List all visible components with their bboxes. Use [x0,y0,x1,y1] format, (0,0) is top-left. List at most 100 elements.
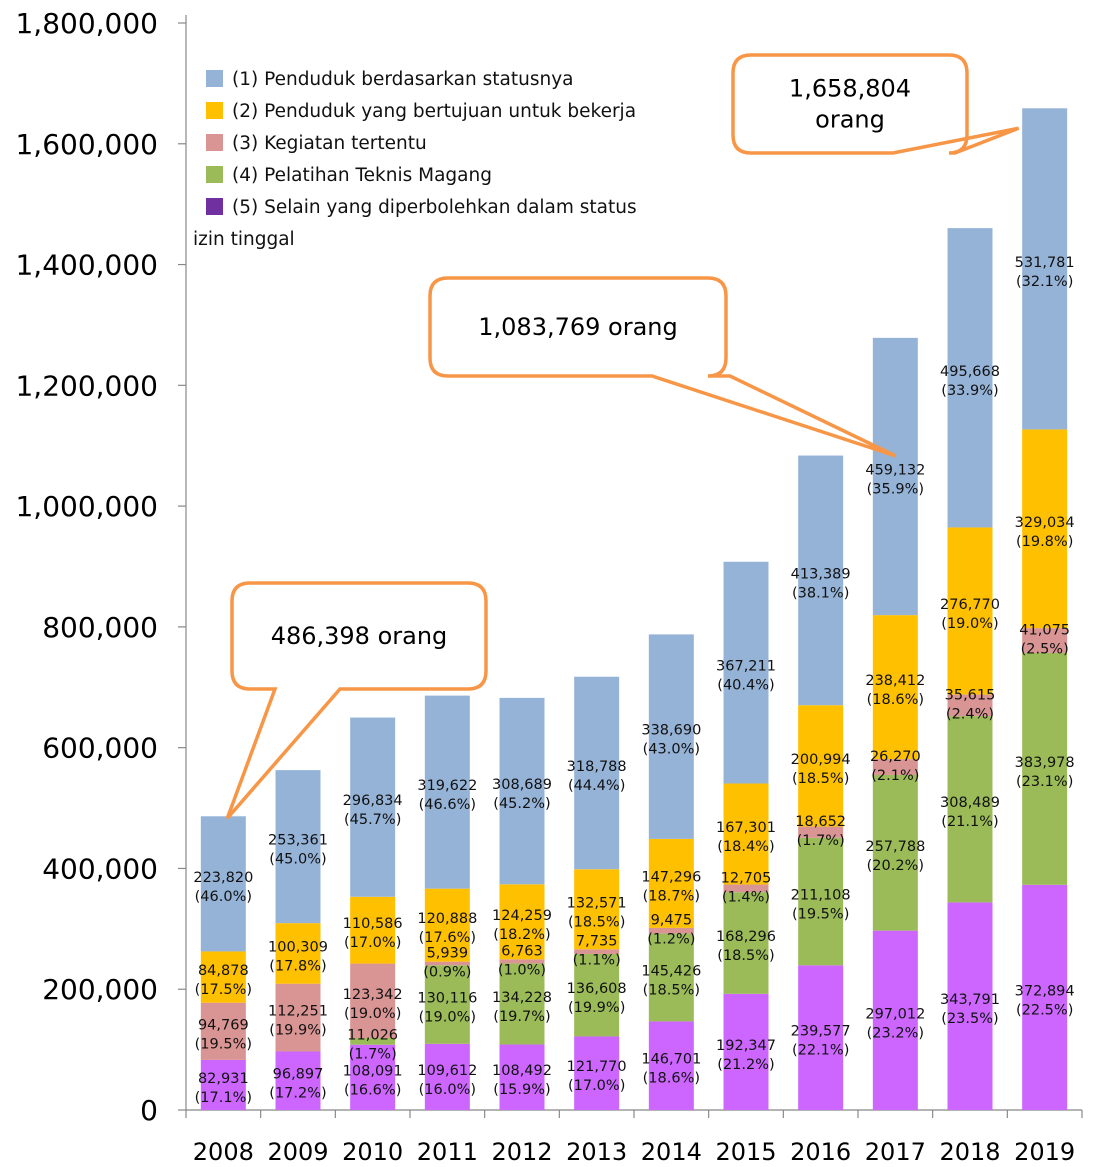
bar-segment-status [499,697,545,885]
data-label-value: 308,689 [492,777,552,793]
x-tick-label: 2019 [1014,1138,1075,1166]
data-label-value: 9,475 [651,913,693,929]
data-label-percent: (45.7%) [344,812,401,828]
data-label-value: 109,612 [417,1063,477,1079]
data-label-value: 192,347 [716,1038,776,1054]
data-label-percent: (1.2%) [647,932,695,948]
data-label-value: 253,361 [268,833,328,849]
data-label-percent: (0.9%) [423,964,471,980]
data-label-percent: (18.6%) [643,1071,700,1087]
data-label-percent: (18.2%) [493,927,550,943]
data-label-percent: (38.1%) [792,585,849,601]
data-label-percent: (16.0%) [419,1082,476,1098]
data-label-value: 136,608 [567,981,627,997]
data-label-percent: (45.0%) [269,852,326,868]
callout-shape [225,581,488,820]
data-label-percent: (18.5%) [643,982,700,998]
y-tick-label: 1,000,000 [15,490,158,523]
x-tick-label: 2015 [715,1138,776,1166]
callout-shape [731,53,1020,155]
x-tick-label: 2013 [566,1138,627,1166]
data-label-value: 84,878 [198,963,249,979]
bar-segment-bekerja [947,527,993,695]
data-label-percent: (35.9%) [867,481,924,497]
bar-segment-selain [648,1021,694,1110]
bar-segment-kegiatan [275,983,321,1052]
data-label-value: 108,091 [343,1063,403,1079]
bar-segment-magang [424,965,470,1044]
bar-segment-magang [798,837,844,966]
legend-swatch [206,134,223,151]
data-label-value: 238,412 [865,673,925,689]
bar-segment-status [424,695,470,889]
bar-segment-status [947,228,993,528]
legend-swatch [206,166,223,183]
x-tick-label: 2010 [342,1138,403,1166]
data-label-value: 130,116 [417,991,477,1007]
bar-segment-kegiatan [798,826,844,838]
y-tick-label: 800,000 [42,611,158,644]
data-label-percent: (2.4%) [946,706,994,722]
bar-segment-kegiatan [648,927,694,934]
data-label-percent: (19.7%) [493,1009,550,1025]
data-label-value: 318,788 [567,759,627,775]
callout-text: 486,398 orang [271,622,448,650]
data-label-value: 134,228 [492,990,552,1006]
bar-segment-kegiatan [1022,628,1068,653]
legend-label: (4) Pelatihan Teknis Magang [232,165,492,186]
callout-text: 1,083,769 orang [478,313,677,341]
data-label-percent: (1.4%) [722,889,770,905]
bar-segment-status [275,770,321,924]
y-tick-label: 0 [140,1094,158,1127]
data-label-value: 239,577 [791,1024,851,1040]
y-tick-label: 1,600,000 [15,128,158,161]
x-tick-label: 2017 [865,1138,926,1166]
data-label-value: 296,834 [343,793,403,809]
bar-segment-selain [574,1036,620,1110]
data-label-value: 18,652 [795,814,846,830]
bar-segment-kegiatan [424,961,470,966]
data-label-percent: (21.1%) [941,814,998,830]
data-label-percent: (1.7%) [349,1046,397,1062]
data-label-value: 200,994 [791,752,851,768]
data-label-percent: (18.4%) [717,839,774,855]
data-label-value: 108,492 [492,1063,552,1079]
data-label-value: 495,668 [940,364,1000,380]
data-label-value: 147,296 [641,869,701,885]
callout-2019: 1,658,804 orang [731,53,1020,155]
x-tick-label: 2018 [939,1138,1000,1166]
bar-segment-magang [350,1038,396,1045]
data-label-value: 11,026 [347,1027,398,1043]
callout-text: 1,658,804 [789,75,911,103]
data-label-percent: (19.5%) [792,907,849,923]
legend-label: (2) Penduduk yang bertujuan untuk bekerj… [232,101,636,122]
data-label-percent: (19.0%) [344,1006,401,1022]
data-label-value: 338,690 [641,723,701,739]
legend-swatch [206,70,223,87]
y-tick-label: 1,400,000 [15,249,158,282]
bar-segment-status [200,816,246,952]
legend-label: (5) Selain yang diperbolehkan dalam stat… [232,197,637,218]
data-label-percent: (20.2%) [867,858,924,874]
x-tick-label: 2014 [641,1138,702,1166]
data-label-value: 367,211 [716,659,776,675]
data-label-percent: (19.9%) [568,1000,625,1016]
bar-segment-bekerja [574,869,620,950]
bar-segment-status [350,717,396,897]
bar-segment-bekerja [200,951,246,1003]
data-label-percent: (1.1%) [573,953,621,969]
data-label-percent: (18.7%) [643,888,700,904]
bar-segment-selain [200,1059,246,1110]
data-label-value: 531,781 [1015,255,1075,271]
data-label-percent: (18.5%) [717,948,774,964]
data-label-value: 6,763 [501,943,543,959]
y-tick-label: 200,000 [42,973,158,1006]
data-label-value: 123,342 [343,987,403,1003]
legend-swatch [206,102,223,119]
data-label-value: 100,309 [268,939,328,955]
data-label-percent: (23.1%) [1016,774,1073,790]
data-label-value: 120,888 [417,911,477,927]
data-label-value: 211,108 [791,888,851,904]
